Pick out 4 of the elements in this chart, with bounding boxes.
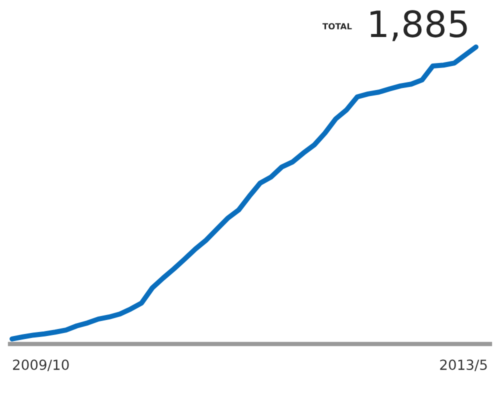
text: 2009/10: [13, 360, 69, 372]
text: 1,885: [370, 10, 467, 42]
text: TOTAL: [322, 23, 352, 30]
text: 2013/5: [440, 360, 487, 372]
